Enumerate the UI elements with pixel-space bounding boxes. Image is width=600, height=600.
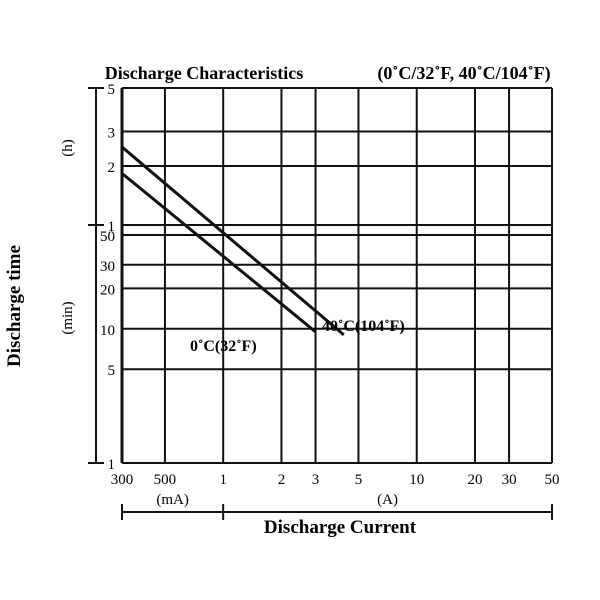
x-unit-label-ma: (mA) xyxy=(156,492,189,508)
grid xyxy=(121,87,553,464)
y-tick-label: 2 xyxy=(108,160,116,176)
y-tick-label: 10 xyxy=(100,323,115,339)
y-tick-label: 50 xyxy=(100,229,115,245)
y-tick-label: 20 xyxy=(100,282,115,298)
series-line-1 xyxy=(121,145,345,337)
y-tick-label: 1 xyxy=(108,219,116,235)
x-tick-label: 2 xyxy=(278,472,286,488)
y-tick-label: 3 xyxy=(108,125,116,141)
y-tick-label: 5 xyxy=(108,363,116,379)
x-tick-label: 500 xyxy=(154,472,177,488)
x-tick-label: 3 xyxy=(312,472,320,488)
y-unit-label-min: (min) xyxy=(60,301,76,334)
x-tick-label: 20 xyxy=(467,472,482,488)
chart-title-conditions: (0˚C/32˚F, 40˚C/104˚F) xyxy=(377,63,550,84)
x-unit-label-a: (A) xyxy=(377,492,398,508)
x-tick-label: 10 xyxy=(409,472,424,488)
y-tick-label: 5 xyxy=(108,82,116,98)
x-tick-label: 1 xyxy=(219,472,227,488)
x-tick-label: 5 xyxy=(355,472,363,488)
y-tick-label: 1 xyxy=(108,457,116,473)
x-tick-label: 300 xyxy=(111,472,134,488)
x-tick-label: 50 xyxy=(545,472,560,488)
x-axis-title: Discharge Current xyxy=(264,517,417,538)
axes xyxy=(88,87,553,520)
chart-title: Discharge Characteristics xyxy=(105,63,303,83)
y-unit-label-h: (h) xyxy=(60,139,76,157)
series-lines xyxy=(121,145,345,337)
y-axis-title: Discharge time xyxy=(4,245,25,367)
series-label-0: 0˚C(32˚F) xyxy=(190,338,257,355)
series-label-1: 40˚C(104˚F) xyxy=(322,318,405,335)
y-tick-label: 30 xyxy=(100,259,115,275)
x-tick-label: 30 xyxy=(502,472,517,488)
series-line-0 xyxy=(121,172,317,333)
